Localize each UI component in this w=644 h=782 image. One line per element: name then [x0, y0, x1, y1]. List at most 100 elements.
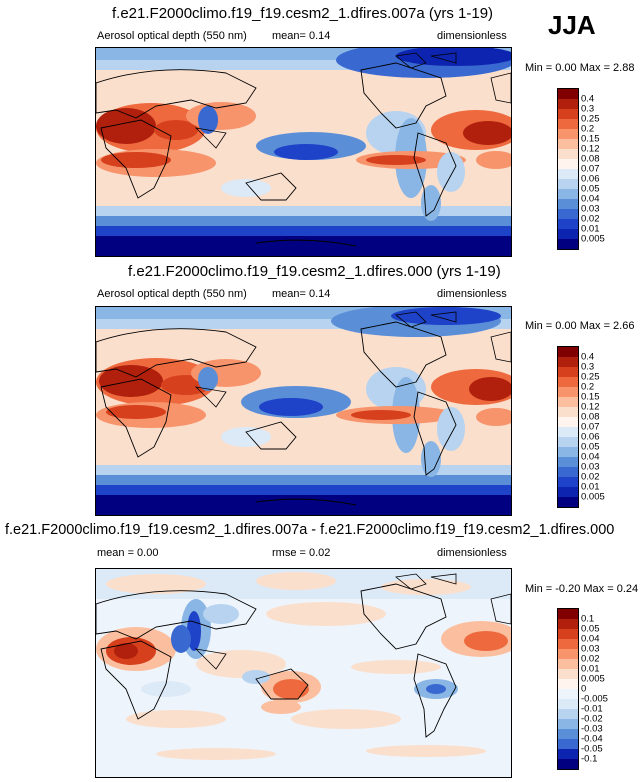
- panel3-difference-field: [96, 569, 511, 777]
- panel1-colorbar-swatches: [557, 88, 579, 250]
- colorbar-tick-label: 0: [581, 683, 587, 695]
- panel3-swatch: [558, 669, 578, 679]
- panel3-swatch: [558, 639, 578, 649]
- colorbar-tick-label: 0.07: [581, 421, 600, 433]
- panel1-swatch: [558, 189, 578, 199]
- colorbar-tick-label: -0.04: [581, 733, 603, 745]
- colorbar-tick-label: -0.1: [581, 753, 598, 765]
- panel2-swatch: [558, 347, 578, 357]
- colorbar-tick-label: 0.3: [581, 361, 595, 373]
- panel1-aod-field: [96, 48, 511, 256]
- colorbar-tick-label: 0.25: [581, 371, 600, 383]
- panel2-colorbar-swatches: [557, 346, 579, 508]
- colorbar-tick-label: 0.06: [581, 431, 600, 443]
- colorbar-tick-label: 0.005: [581, 233, 605, 245]
- panel3-rmse: rmse = 0.02: [272, 547, 331, 559]
- colorbar-tick-label: 0.02: [581, 653, 600, 665]
- panel3-swatch: [558, 719, 578, 729]
- colorbar-tick-label: 0.12: [581, 143, 600, 155]
- panel2-swatch: [558, 477, 578, 487]
- panel3-swatch: [558, 699, 578, 709]
- colorbar-tick-label: 0.01: [581, 663, 600, 675]
- panel3-swatch: [558, 659, 578, 669]
- colorbar-tick-label: 0.12: [581, 401, 600, 413]
- panel2-swatch: [558, 407, 578, 417]
- colorbar-tick-label: 0.4: [581, 93, 595, 105]
- panel2-mean: mean= 0.14: [272, 288, 331, 300]
- colorbar-tick-label: 0.02: [581, 471, 600, 483]
- panel1-minmax: Min = 0.00 Max = 2.88: [525, 62, 635, 74]
- panel1-mean: mean= 0.14: [272, 30, 331, 42]
- colorbar-tick-label: 0.07: [581, 163, 600, 175]
- panel2-variable: Aerosol optical depth (550 nm): [97, 288, 247, 300]
- panel1-swatch: [558, 99, 578, 109]
- colorbar-tick-label: 0.3: [581, 103, 595, 115]
- colorbar-tick-label: 0.04: [581, 193, 600, 205]
- panel3-swatch: [558, 689, 578, 699]
- panel2-swatch: [558, 427, 578, 437]
- panel2-swatch: [558, 357, 578, 367]
- colorbar-tick-label: 0.05: [581, 183, 600, 195]
- panel1-swatch: [558, 209, 578, 219]
- season-label: JJA: [548, 10, 596, 40]
- colorbar-tick-label: 0.08: [581, 411, 600, 423]
- colorbar-tick-label: 0.05: [581, 623, 600, 635]
- panel3-swatch: [558, 609, 578, 619]
- colorbar-tick-label: 0.005: [581, 491, 605, 503]
- panel2-swatch: [558, 377, 578, 387]
- panel3-map: [95, 568, 512, 778]
- colorbar-tick-label: 0.04: [581, 633, 600, 645]
- panel3-swatch: [558, 739, 578, 749]
- panel2-units: dimensionless: [437, 288, 507, 300]
- panel2-swatch: [558, 437, 578, 447]
- panel2-swatch: [558, 367, 578, 377]
- colorbar-tick-label: 0.01: [581, 481, 600, 493]
- colorbar-tick-label: 0.08: [581, 153, 600, 165]
- colorbar-tick-label: 0.04: [581, 451, 600, 463]
- colorbar-tick-label: 0.15: [581, 391, 600, 403]
- colorbar-tick-label: 0.1: [581, 613, 595, 625]
- panel1-swatch: [558, 179, 578, 189]
- panel1-swatch: [558, 119, 578, 129]
- panel2-swatch: [558, 487, 578, 497]
- panel3-colorbar-swatches: [557, 608, 579, 770]
- colorbar-tick-label: 0.03: [581, 643, 600, 655]
- panel3-title: f.e21.F2000climo.f19_f19.cesm2_1.dfires.…: [5, 522, 615, 538]
- colorbar-tick-label: -0.01: [581, 703, 603, 715]
- panel2-swatch: [558, 447, 578, 457]
- colorbar-tick-label: -0.02: [581, 713, 603, 725]
- panel1-swatch: [558, 199, 578, 209]
- panel1-swatch: [558, 229, 578, 239]
- panel3-swatch: [558, 749, 578, 759]
- panel1-map: [95, 47, 512, 257]
- panel3-units: dimensionless: [437, 547, 507, 559]
- panel3-minmax: Min = -0.20 Max = 0.24: [525, 583, 639, 595]
- panel1-swatch: [558, 139, 578, 149]
- colorbar-tick-label: -0.005: [581, 693, 608, 705]
- panel1-swatch: [558, 149, 578, 159]
- panel1-variable: Aerosol optical depth (550 nm): [97, 30, 247, 42]
- panel3-swatch: [558, 759, 578, 769]
- colorbar-tick-label: 0.05: [581, 441, 600, 453]
- panel2-minmax: Min = 0.00 Max = 2.66: [525, 320, 635, 332]
- panel3-swatch: [558, 729, 578, 739]
- colorbar-tick-label: 0.03: [581, 461, 600, 473]
- colorbar-tick-label: 0.03: [581, 203, 600, 215]
- colorbar-tick-label: 0.2: [581, 381, 595, 393]
- panel3-swatch: [558, 679, 578, 689]
- colorbar-tick-label: 0.02: [581, 213, 600, 225]
- panel2-aod-field: [96, 307, 511, 515]
- panel2-swatch: [558, 467, 578, 477]
- panel2-swatch: [558, 387, 578, 397]
- panel2-swatch: [558, 497, 578, 507]
- panel3-swatch: [558, 649, 578, 659]
- panel1-swatch: [558, 169, 578, 179]
- panel2-swatch: [558, 457, 578, 467]
- panel3-mean: mean = 0.00: [97, 547, 159, 559]
- panel2-title: f.e21.F2000climo.f19_f19.cesm2_1.dfires.…: [128, 263, 501, 280]
- panel1-swatch: [558, 129, 578, 139]
- colorbar-tick-label: 0.005: [581, 673, 605, 685]
- panel1-swatch: [558, 219, 578, 229]
- panel1-swatch: [558, 109, 578, 119]
- colorbar-tick-label: 0.2: [581, 123, 595, 135]
